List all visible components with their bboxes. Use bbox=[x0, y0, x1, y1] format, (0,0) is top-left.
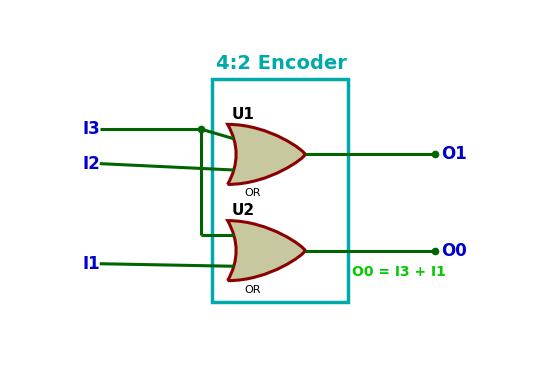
Text: O0 = I3 + I1: O0 = I3 + I1 bbox=[351, 265, 446, 279]
Text: O1: O1 bbox=[442, 145, 468, 163]
Text: U2: U2 bbox=[232, 203, 255, 218]
Bar bbox=[212, 79, 348, 302]
PathPatch shape bbox=[228, 124, 305, 184]
Text: 4:2 Encoder: 4:2 Encoder bbox=[217, 54, 347, 73]
Text: OR: OR bbox=[244, 284, 261, 294]
Text: U1: U1 bbox=[232, 107, 254, 122]
Text: I1: I1 bbox=[82, 255, 100, 273]
Text: I3: I3 bbox=[82, 120, 101, 138]
Text: I2: I2 bbox=[82, 155, 101, 173]
Text: O0: O0 bbox=[442, 242, 468, 260]
Text: OR: OR bbox=[244, 188, 261, 198]
PathPatch shape bbox=[228, 221, 305, 281]
